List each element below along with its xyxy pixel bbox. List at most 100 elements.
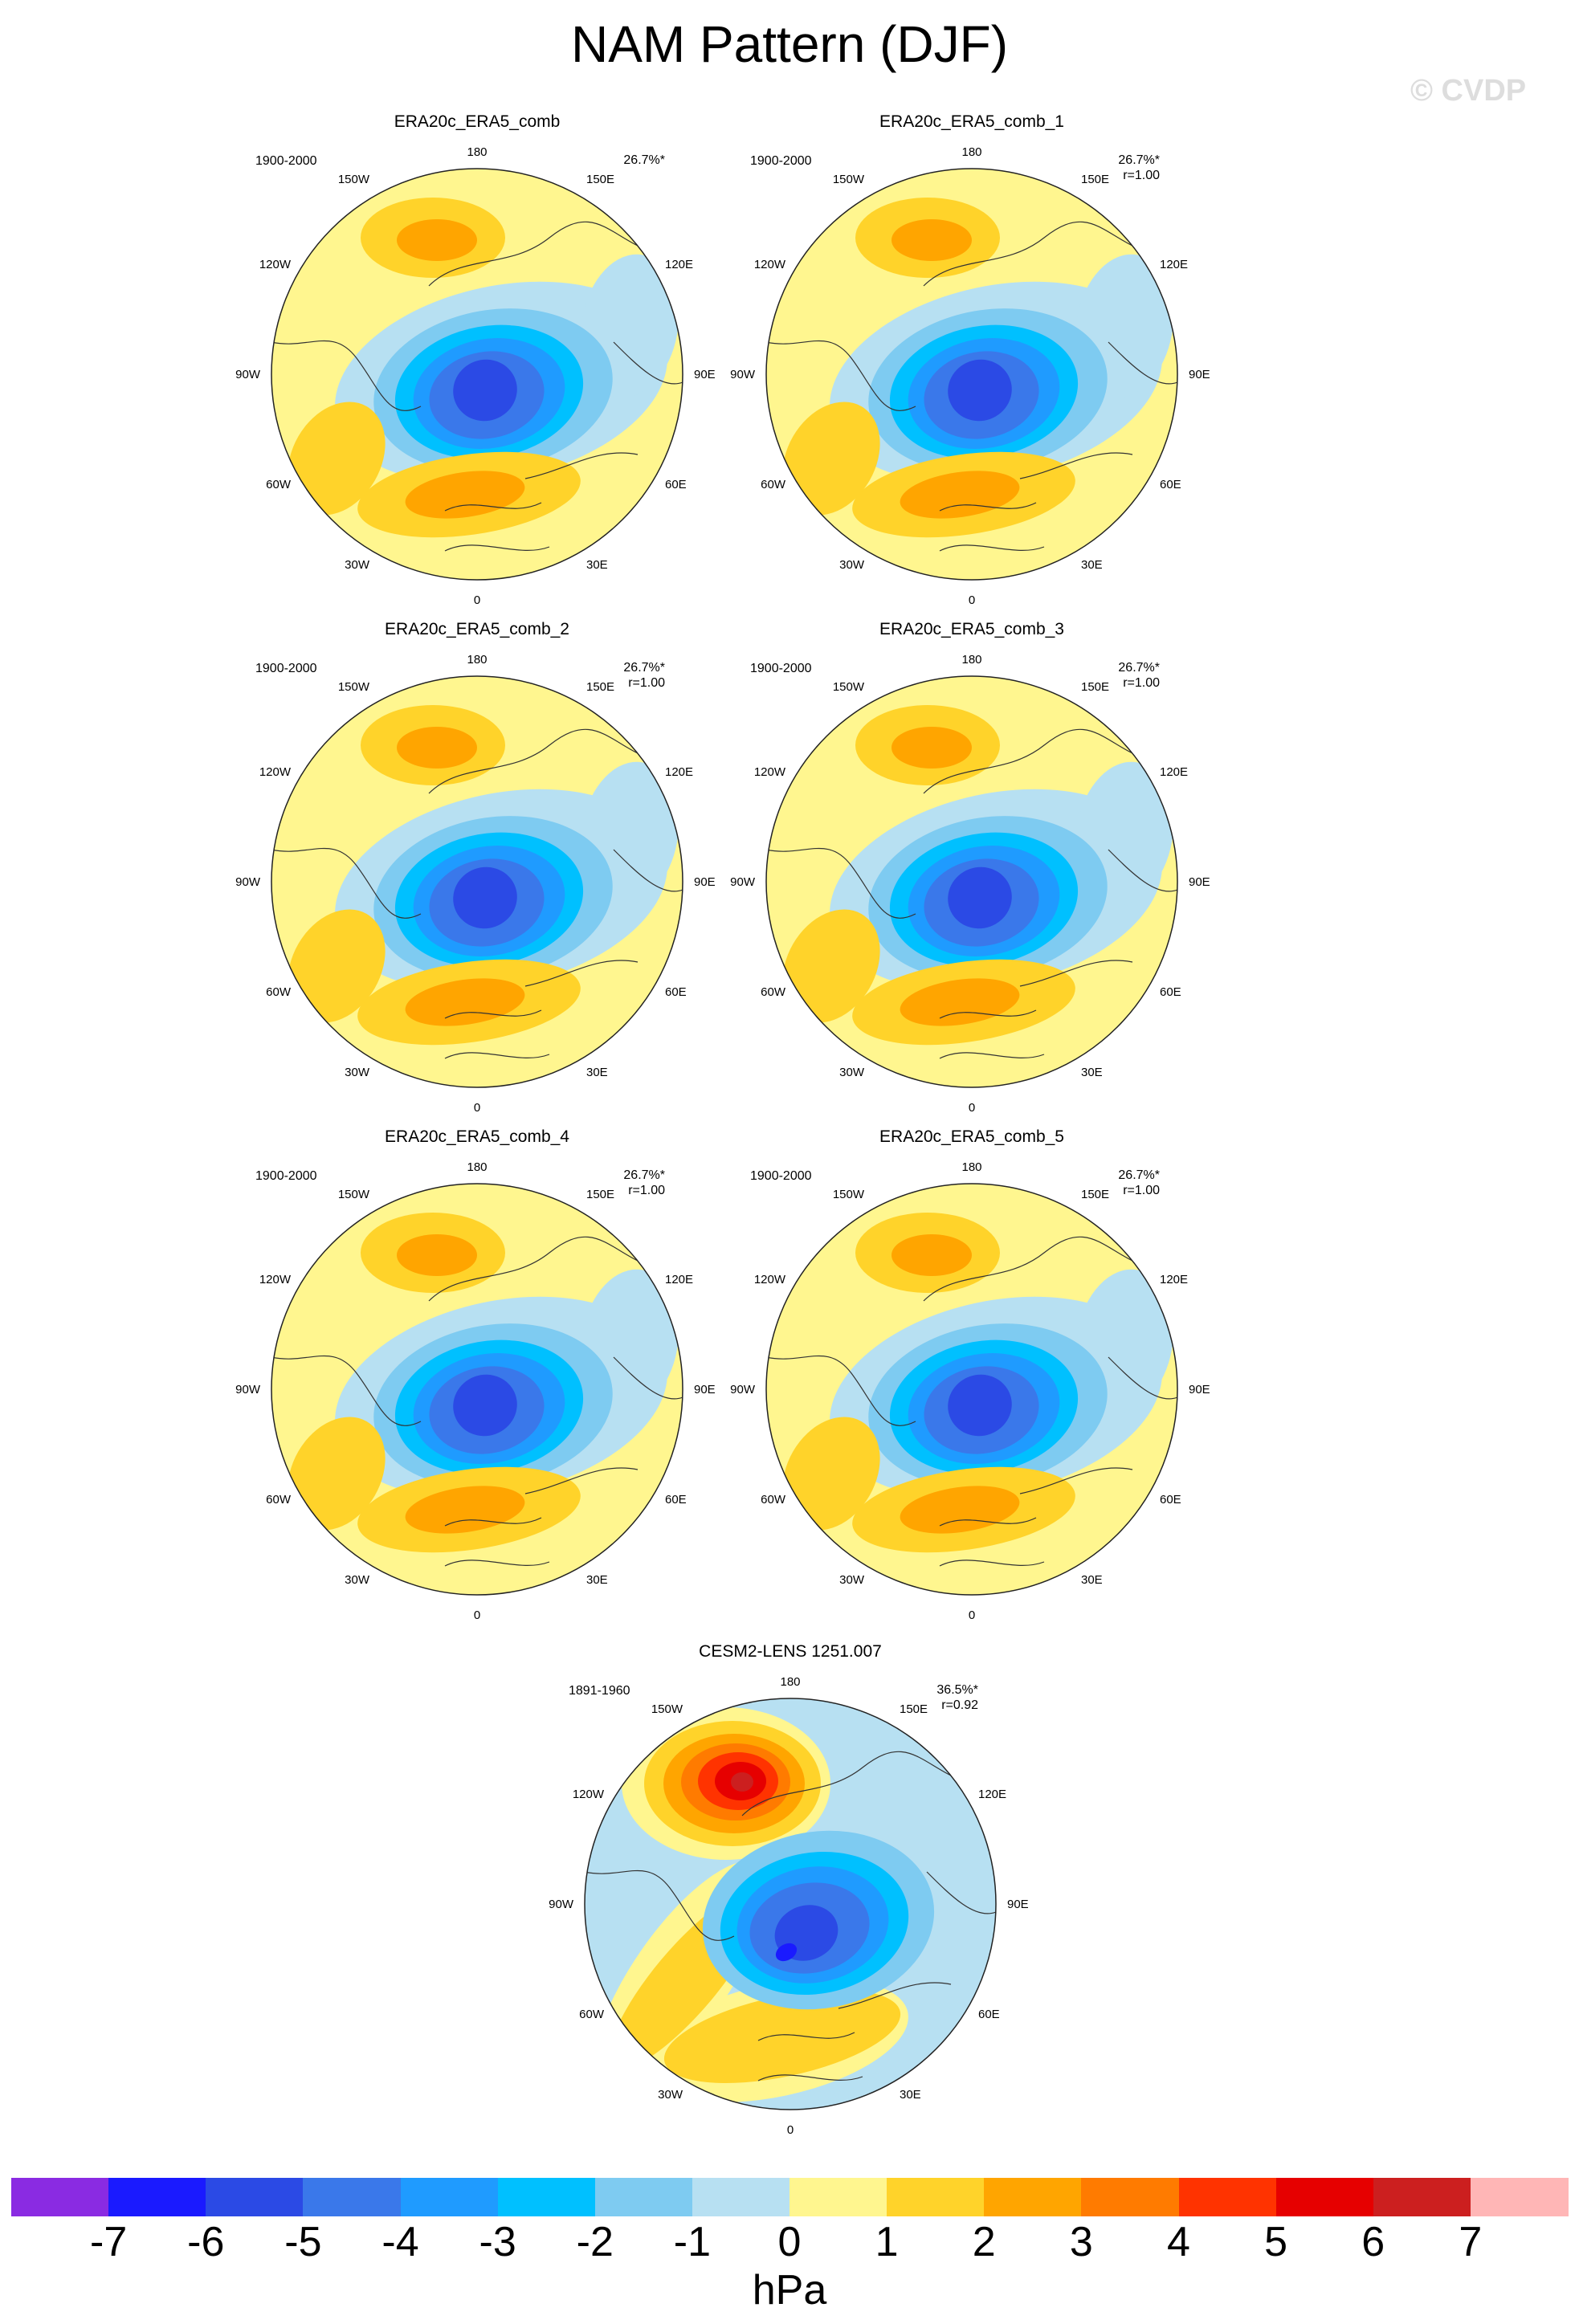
coastline	[939, 1517, 1037, 1527]
longitude-label: 120E	[978, 1788, 1007, 1801]
longitude-label: 180	[961, 653, 982, 667]
positive-contour	[288, 1417, 386, 1531]
map-border	[271, 1183, 683, 1596]
variance-explained: 26.7%*	[1118, 153, 1160, 167]
pattern-correlation: r=1.00	[628, 676, 665, 690]
longitude-label: 150E	[1081, 173, 1110, 186]
longitude-label: 120W	[753, 1273, 785, 1286]
positive-contour	[731, 1772, 753, 1792]
longitude-label: 0	[968, 1608, 976, 1622]
longitude-label: 30E	[900, 2088, 921, 2102]
coastline	[613, 1356, 683, 1400]
negative-contour	[948, 359, 1012, 422]
longitude-label: 180	[467, 1160, 488, 1174]
map-border	[584, 1698, 997, 2110]
longitude-label: 150W	[832, 680, 864, 694]
contour-field	[766, 169, 1177, 580]
colorbar-cell	[1373, 2178, 1471, 2216]
coastline	[444, 1517, 542, 1527]
colorbar-cell	[108, 2178, 206, 2216]
longitude-label: 90E	[694, 1383, 716, 1396]
longitude-label: 30W	[345, 1066, 369, 1079]
colorbar-cell	[1178, 2178, 1277, 2216]
longitude-label: 120W	[572, 1788, 604, 1801]
longitude-label: 30E	[1081, 558, 1103, 572]
longitude-label: 30W	[345, 1573, 369, 1587]
colorbar-tick-label: -2	[576, 2219, 614, 2265]
longitude-label: 120E	[665, 1273, 694, 1286]
coastline	[428, 221, 639, 287]
longitude-label: 30W	[839, 558, 864, 572]
coastline	[939, 1009, 1037, 1019]
colorbar-tick-label: -6	[187, 2219, 225, 2265]
coastline	[1019, 960, 1133, 987]
colorbar-tick-label: 5	[1264, 2219, 1288, 2265]
positive-contour	[782, 402, 880, 516]
negative-contour	[453, 1374, 517, 1437]
longitude-label: 90W	[730, 1383, 755, 1396]
longitude-label: 30W	[658, 2088, 683, 2102]
panel-title: ERA20c_ERA5_comb_5	[879, 1127, 1064, 1146]
longitude-label: 90W	[235, 368, 260, 381]
map-panel: ERA20c_ERA5_comb 1900-2000 26.7%* 180 0 150W 1…	[220, 112, 830, 610]
longitude-label: 30E	[1081, 1573, 1103, 1587]
panel-years: 1891-1960	[569, 1684, 630, 1698]
variance-explained: 26.7%*	[623, 1168, 665, 1182]
colorbar-tick-label: 4	[1167, 2219, 1190, 2265]
colorbar-cell	[400, 2178, 499, 2216]
map-border	[271, 675, 683, 1088]
panel-years: 1900-2000	[750, 154, 812, 168]
polar-map	[271, 168, 683, 581]
colorbar	[11, 2178, 1569, 2216]
coastline	[766, 847, 916, 919]
map-panel: CESM2-LENS 1251.007 1891-1960 36.5%* r=0.92…	[533, 1642, 1144, 2140]
coastline	[939, 1052, 1045, 1059]
longitude-label: 0	[968, 593, 976, 607]
colorbar-tick-label: -1	[673, 2219, 711, 2265]
pattern-correlation: r=1.00	[1123, 169, 1160, 182]
negative-contour	[453, 359, 517, 422]
pattern-correlation: r=1.00	[1123, 676, 1160, 690]
map-border	[765, 675, 1178, 1088]
panel-title: ERA20c_ERA5_comb	[394, 112, 561, 131]
longitude-label: 150E	[1081, 1188, 1110, 1201]
colorbar-tick-label: -3	[479, 2219, 516, 2265]
variance-explained: 26.7%*	[1118, 661, 1160, 675]
positive-contour	[288, 402, 386, 516]
contour-field	[585, 1698, 996, 2110]
pattern-correlation: r=1.00	[1123, 1184, 1160, 1197]
coastline	[939, 1560, 1045, 1567]
map-border	[765, 1183, 1178, 1596]
coastline	[1108, 1356, 1177, 1400]
longitude-label: 120W	[753, 765, 785, 779]
longitude-label: 30E	[586, 1573, 608, 1587]
longitude-label: 150E	[900, 1702, 928, 1716]
longitude-label: 60W	[761, 1493, 785, 1507]
longitude-label: 120E	[1160, 765, 1189, 779]
colorbar-cell	[1081, 2178, 1179, 2216]
colorbar-cell	[11, 2178, 109, 2216]
longitude-label: 0	[473, 593, 481, 607]
coastline	[939, 544, 1045, 552]
longitude-label: 60W	[266, 478, 291, 491]
coastline	[923, 1236, 1133, 1302]
longitude-label: 30W	[839, 1066, 864, 1079]
map-panel: ERA20c_ERA5_comb_2 1900-2000 26.7%* r=1.00 1…	[220, 620, 830, 1118]
positive-contour	[288, 909, 386, 1023]
colorbar-tick-label: -5	[284, 2219, 322, 2265]
longitude-label: 90E	[694, 875, 716, 889]
longitude-label: 0	[968, 1101, 976, 1115]
longitude-label: 120W	[259, 1273, 291, 1286]
panel-years: 1900-2000	[255, 1169, 317, 1183]
map-panel: ERA20c_ERA5_comb_3 1900-2000 26.7%* r=1.00 1…	[715, 620, 1325, 1118]
polar-map	[584, 1698, 997, 2110]
panel-stats: 26.7%* r=1.00	[1096, 660, 1160, 691]
longitude-label: 150E	[586, 680, 615, 694]
panel-title: ERA20c_ERA5_comb_2	[385, 620, 569, 638]
panel-stats: 26.7%*	[601, 153, 665, 168]
colorbar-cell	[790, 2178, 887, 2216]
contour-field	[271, 676, 683, 1087]
longitude-label: 150W	[651, 1702, 683, 1716]
polar-map	[765, 1183, 1178, 1596]
colorbar-cell	[594, 2178, 693, 2216]
